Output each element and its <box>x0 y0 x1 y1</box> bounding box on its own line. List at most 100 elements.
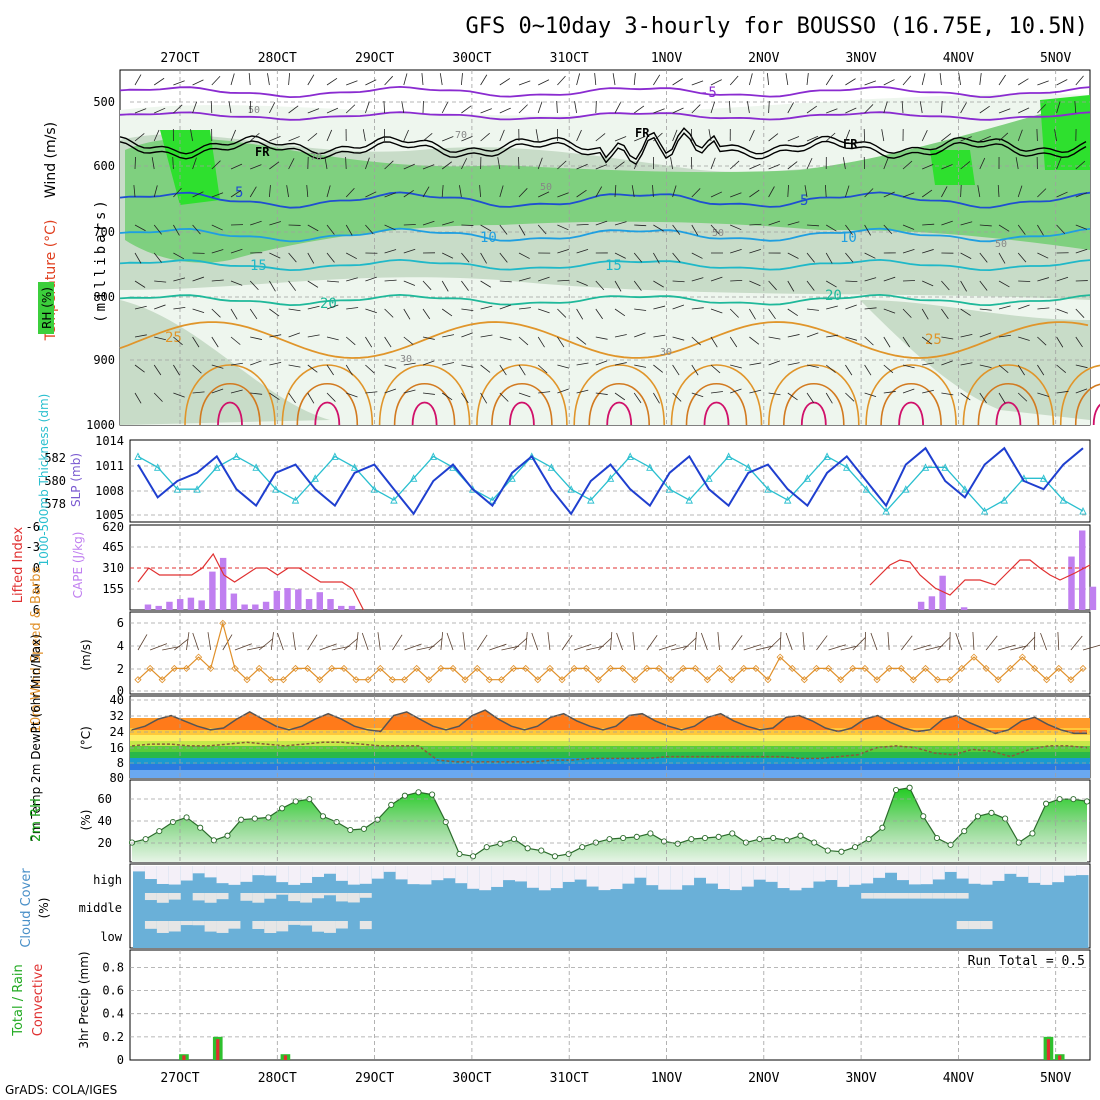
wind-barb <box>998 392 1006 404</box>
wind-barb <box>922 249 934 254</box>
clear-sky-cell <box>156 893 170 903</box>
wind-barb <box>806 364 819 368</box>
thickness-point <box>252 463 260 471</box>
clear-sky-cell <box>180 866 194 881</box>
wind-barb <box>346 277 358 282</box>
wind-barb <box>614 334 627 338</box>
wind-barb <box>384 249 397 254</box>
rh-point <box>265 814 272 821</box>
wind-barb <box>441 185 444 198</box>
wind-barb <box>513 637 528 651</box>
clear-sky-cell <box>706 866 719 884</box>
cloud-cell <box>622 921 635 948</box>
wind-barb <box>192 364 202 374</box>
thickness-point <box>823 452 831 460</box>
rh-point <box>360 825 367 832</box>
cape-bar <box>338 605 345 610</box>
temp-band <box>130 764 1090 770</box>
wind-barb <box>288 364 301 368</box>
wind-barb <box>902 192 915 198</box>
wind-barb <box>1017 392 1028 402</box>
wind-barb <box>250 336 263 340</box>
wind-barb <box>979 135 991 142</box>
rh-point <box>442 818 449 826</box>
wind-barb <box>480 132 490 142</box>
tick-label: -3 <box>26 540 40 554</box>
wind-point <box>328 664 336 672</box>
wind-barb <box>1037 80 1049 86</box>
rh-contour-label: 70 <box>455 130 467 141</box>
wind-barb <box>365 364 375 374</box>
thickness-point <box>764 485 772 493</box>
wind-point <box>510 664 518 672</box>
tick-label: 1008 <box>95 484 124 498</box>
thickness-point <box>1000 496 1008 504</box>
wind-barb <box>864 277 877 282</box>
rh-point <box>142 836 149 843</box>
wind-point <box>740 664 748 672</box>
wind-barb <box>211 308 221 318</box>
cloud-cell <box>980 893 993 921</box>
clear-sky-cell <box>276 866 289 883</box>
wind-barb <box>922 163 934 170</box>
wind-barb <box>941 280 950 291</box>
clear-sky-cell <box>347 893 361 903</box>
wind-barb <box>576 223 589 226</box>
rh-point <box>388 801 395 808</box>
wind-barb <box>864 80 876 86</box>
rh-contour-label: 30 <box>660 347 672 358</box>
wind-barb <box>461 158 468 170</box>
wind-barb <box>249 280 259 291</box>
wind-barb <box>614 102 621 114</box>
wind-barb <box>672 107 684 114</box>
wind-barb <box>230 362 243 366</box>
wind-barb <box>422 360 435 366</box>
wind-barb <box>672 224 681 235</box>
clear-sky-cell <box>646 866 659 886</box>
rh-point <box>251 815 258 822</box>
wind-barb <box>595 133 606 142</box>
cloud-cell <box>753 921 767 948</box>
hot-contour <box>314 401 341 426</box>
wind-barb <box>691 224 699 236</box>
clear-sky-cell <box>288 921 301 925</box>
clear-sky-cell <box>168 866 182 885</box>
wind-barb <box>422 392 435 395</box>
wind-barb <box>979 252 988 263</box>
wind-barb <box>499 224 508 235</box>
rh-point <box>852 844 859 851</box>
clear-sky-cell <box>908 893 922 899</box>
tick-label: low <box>100 930 122 944</box>
rh-point <box>279 805 286 812</box>
rh-point <box>1083 798 1091 805</box>
wind-barb <box>461 332 473 338</box>
warm-contour <box>962 364 1055 426</box>
wind-barb <box>403 336 414 345</box>
clear-sky-cell <box>634 866 647 878</box>
cloud-cell <box>419 921 432 948</box>
tick-label: 620 <box>102 520 124 534</box>
wind-barb <box>153 77 165 86</box>
wind-barb <box>230 248 243 254</box>
wind-point <box>231 664 239 672</box>
tick-label: 578 <box>44 497 66 511</box>
wind-barb <box>537 364 548 374</box>
wind-barb <box>403 280 416 286</box>
wind-barb <box>729 160 740 170</box>
wind-barb <box>480 280 492 288</box>
rh-point <box>224 832 231 839</box>
wind-barb <box>537 336 545 348</box>
thickness-point <box>272 485 280 493</box>
clear-sky-cell <box>192 921 206 926</box>
wind-barb <box>672 304 685 310</box>
tick-label: 1005 <box>95 508 124 522</box>
wind-barb <box>902 364 915 369</box>
cloud-cell <box>968 893 982 921</box>
clear-sky-cell <box>144 893 158 901</box>
wind-barb <box>134 133 145 142</box>
cloud-cover-panel: high middle low <box>79 863 1091 949</box>
wind-barb <box>537 224 547 235</box>
clear-sky-cell <box>813 866 826 882</box>
wind-barb <box>787 184 789 198</box>
cloud-cell <box>920 893 934 921</box>
